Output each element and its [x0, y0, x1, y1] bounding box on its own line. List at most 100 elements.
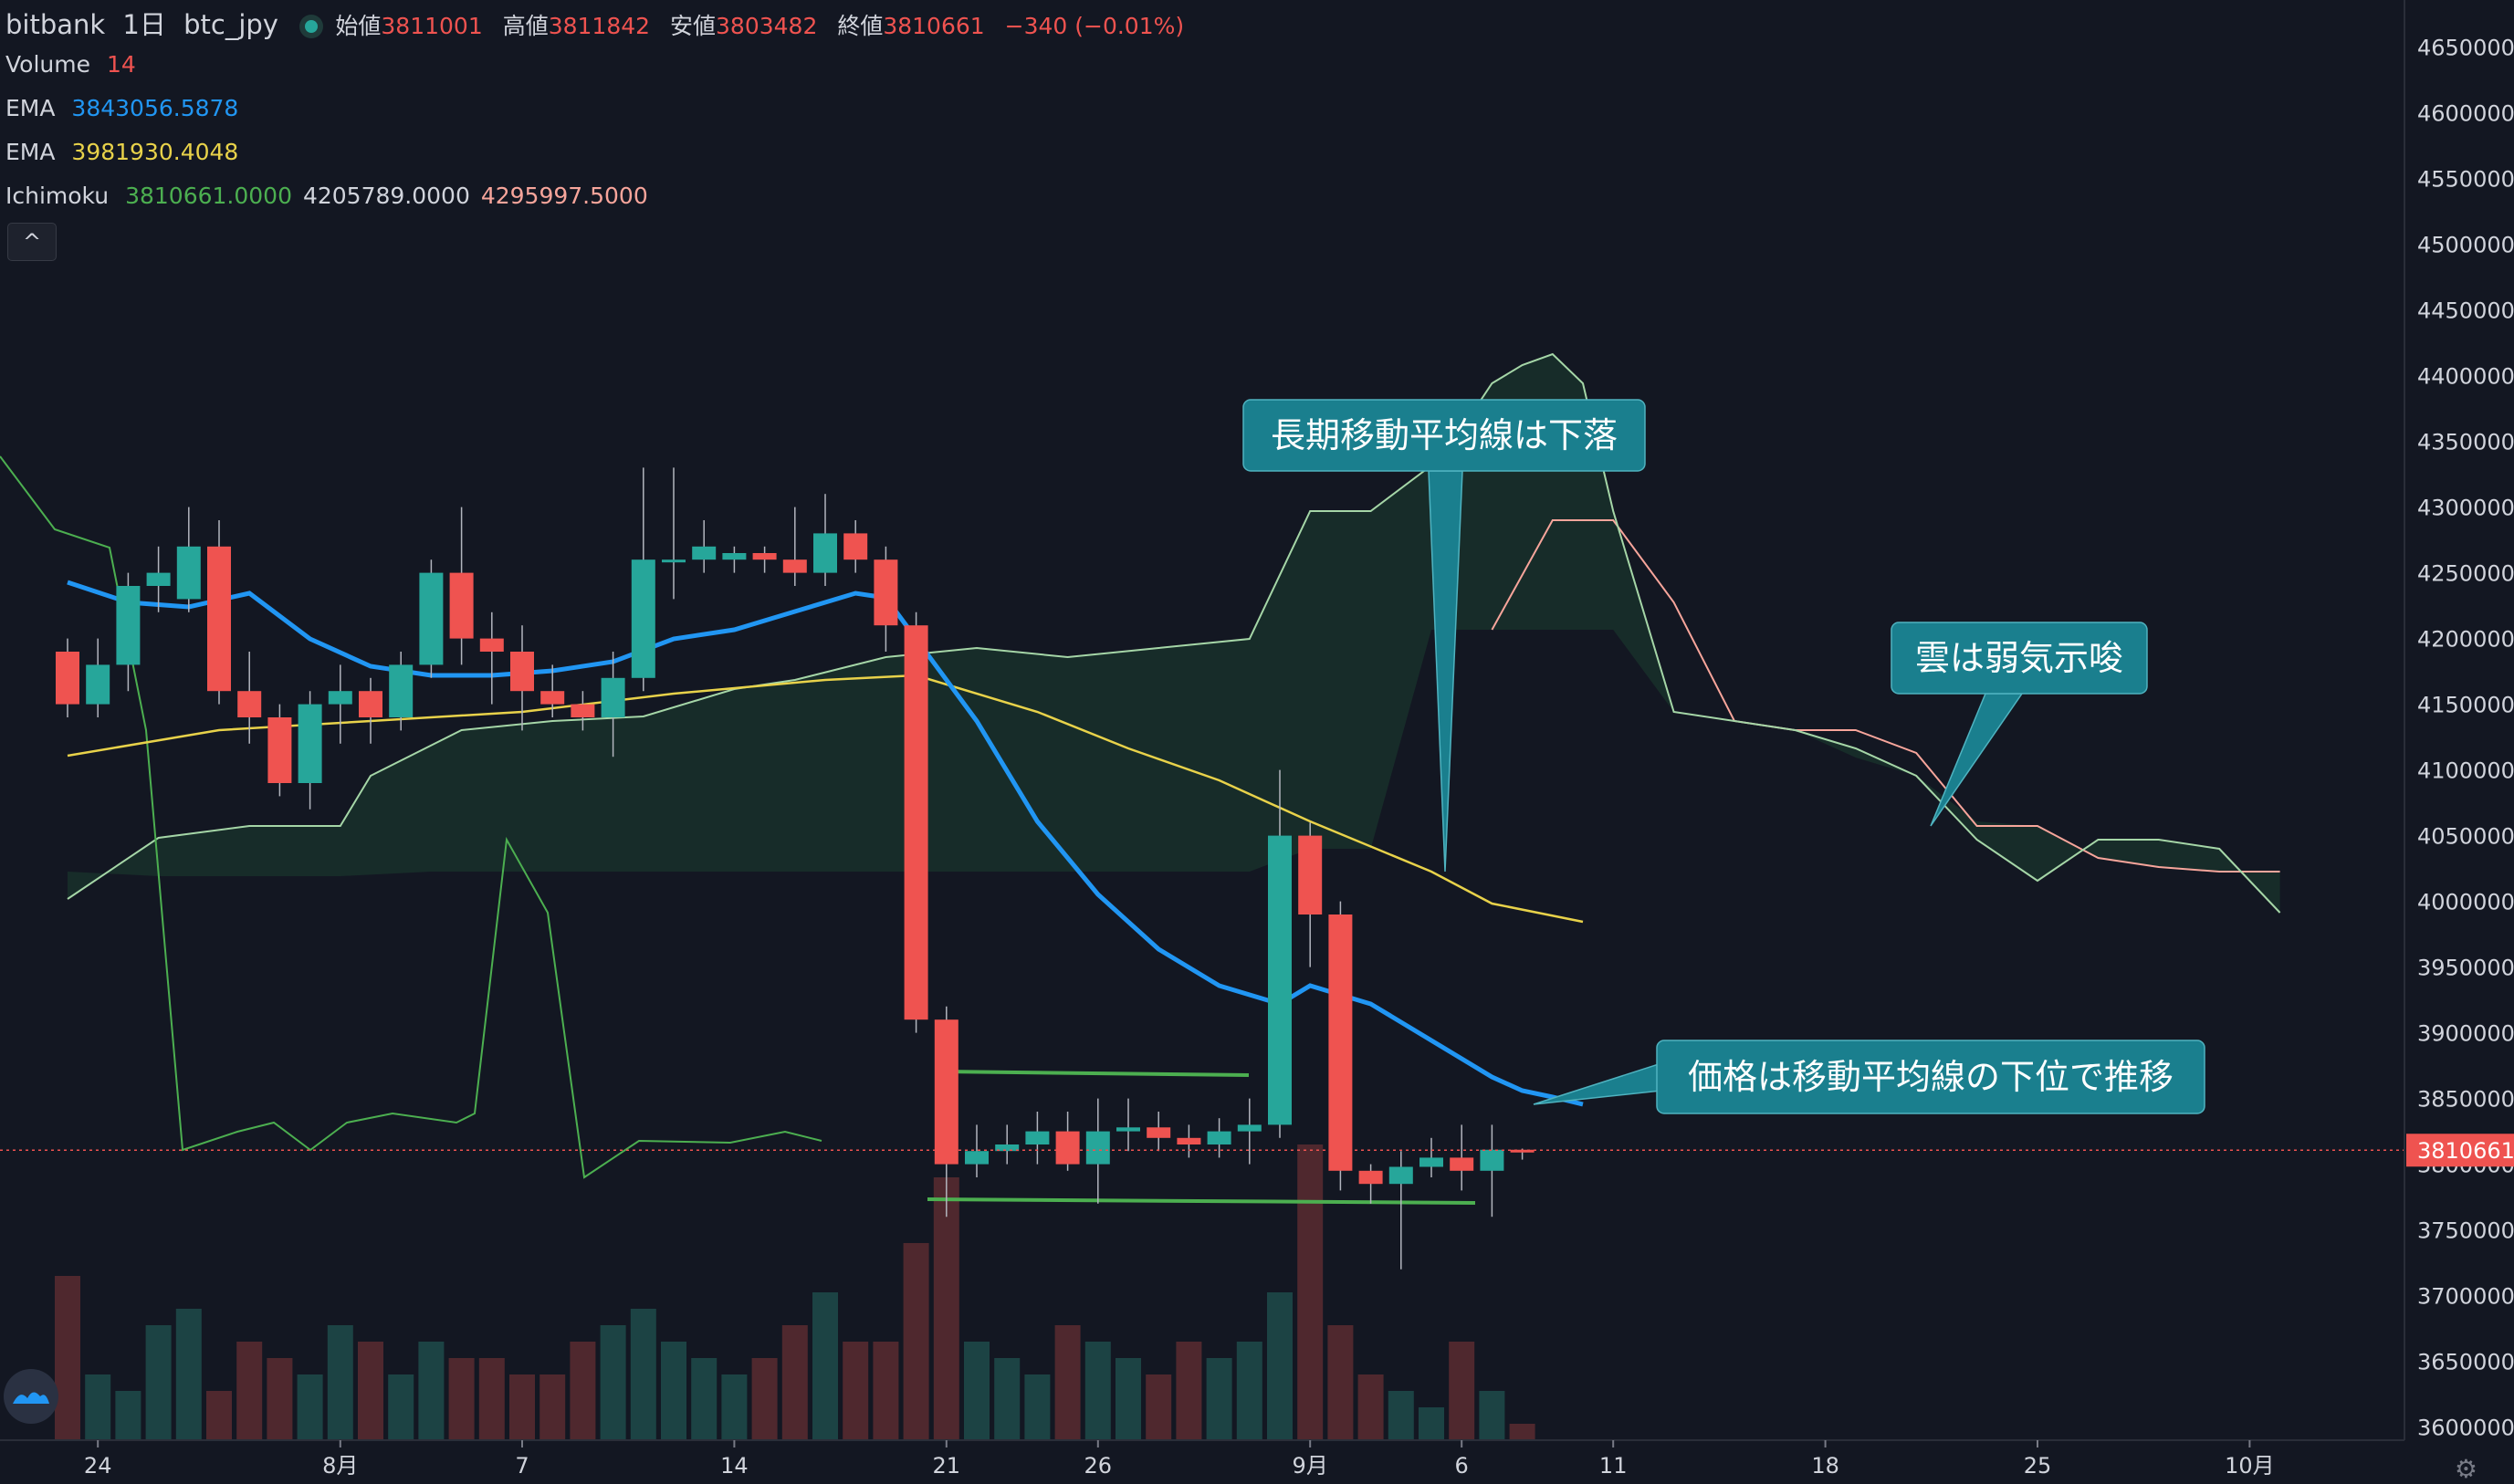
symbol-label[interactable]: btc_jpy: [183, 9, 278, 40]
candle-body: [237, 691, 262, 717]
volume-bar: [661, 1342, 686, 1440]
volume-bar: [85, 1374, 111, 1440]
open-value: 3811001: [381, 13, 483, 39]
price-tick-label: 3850000: [2417, 1087, 2514, 1113]
callout-box: [1891, 622, 2148, 695]
candle-body: [843, 533, 868, 560]
interval-label[interactable]: 1日: [122, 9, 166, 40]
price-tick-label: 4450000: [2417, 298, 2514, 324]
callout-box: [1242, 399, 1646, 472]
volume-bar: [1084, 1342, 1111, 1440]
candle-body: [1055, 1131, 1080, 1165]
candle-body: [571, 704, 595, 717]
ema-long-label: EMA: [5, 139, 56, 165]
exchange-name[interactable]: bitbank: [5, 9, 106, 40]
volume-bar: [721, 1374, 748, 1440]
candle-body: [207, 546, 231, 692]
ema-short-legend[interactable]: EMA 3843056.5878: [5, 95, 247, 121]
price-tick-label: 4600000: [2417, 101, 2514, 127]
volume-bar: [933, 1177, 959, 1440]
low-value: 3803482: [716, 13, 818, 39]
volume-bar: [1388, 1391, 1414, 1440]
volume-bar: [1206, 1358, 1232, 1440]
candle-body: [56, 652, 79, 705]
candle-body: [631, 559, 655, 678]
time-tick-label: 21: [933, 1453, 961, 1479]
bitbank-logo-icon[interactable]: [4, 1369, 58, 1424]
callout-box: [1656, 1040, 2205, 1114]
candle-body: [1480, 1149, 1504, 1171]
volume-legend[interactable]: Volume 14: [5, 51, 145, 78]
candle-body: [298, 704, 322, 783]
volume-bar: [358, 1342, 383, 1440]
price-tick-label: 4650000: [2417, 36, 2514, 61]
candle-body: [419, 572, 444, 665]
volume-bar: [478, 1358, 505, 1440]
candle-body: [1116, 1127, 1140, 1132]
collapse-legend-button[interactable]: ^: [7, 223, 57, 261]
time-tick-label: 8月: [322, 1453, 358, 1479]
volume-bar: [509, 1374, 535, 1440]
candle-body: [1510, 1149, 1535, 1153]
ichimoku-label: Ichimoku: [5, 183, 110, 209]
candle-body: [934, 1019, 958, 1165]
volume-bar: [1479, 1391, 1505, 1440]
volume-bar: [267, 1358, 293, 1440]
time-tick-label: 24: [84, 1453, 112, 1479]
time-tick-label: 26: [1084, 1453, 1113, 1479]
candle-body: [1177, 1137, 1201, 1144]
volume-bar: [236, 1342, 263, 1440]
volume-bar: [994, 1358, 1021, 1440]
volume-bar: [1327, 1325, 1354, 1440]
volume-bar: [1449, 1342, 1475, 1440]
ichimoku-value-1: 3810661.0000: [125, 183, 292, 209]
price-tick-label: 4100000: [2417, 758, 2514, 784]
senkou-span-b: [1491, 519, 2280, 873]
candle-body: [176, 546, 201, 600]
volume-bar: [873, 1342, 899, 1440]
volume-bar: [1297, 1144, 1324, 1440]
candle-body: [540, 691, 565, 705]
volume-bar: [115, 1391, 141, 1440]
volume-label: Volume: [5, 51, 90, 78]
candle-body: [662, 559, 686, 563]
time-tick-label: 10月: [2225, 1453, 2275, 1479]
time-tick-label: 25: [2024, 1453, 2052, 1479]
price-tick-label: 4000000: [2417, 890, 2514, 915]
callout-long-ma: 長期移動平均線は下落: [1242, 399, 1646, 873]
time-tick-label: 6: [1455, 1453, 1469, 1479]
price-tick-label: 4150000: [2417, 693, 2514, 718]
market-status-icon: [305, 20, 319, 33]
candle-body: [601, 677, 625, 717]
ema-long-legend[interactable]: EMA 3981930.4048: [5, 139, 247, 165]
time-tick-label: 18: [1811, 1453, 1839, 1479]
candle-body: [722, 553, 747, 560]
volume-bar: [206, 1391, 232, 1440]
time-tick-label: 14: [720, 1453, 749, 1479]
volume-bar: [630, 1309, 656, 1440]
volume-bar: [448, 1358, 475, 1440]
candle-body: [692, 546, 717, 560]
ema-short-label: EMA: [5, 95, 56, 121]
callout-text: 価格は移動平均線の下位で推移: [1688, 1057, 2174, 1097]
gear-icon[interactable]: ⚙: [2454, 1454, 2477, 1484]
volume-bar: [691, 1358, 718, 1440]
volume-bar: [1357, 1374, 1384, 1440]
ichimoku-value-3: 4295997.5000: [480, 183, 648, 209]
price-tick-label: 4500000: [2417, 233, 2514, 258]
candle-body: [1085, 1131, 1110, 1165]
volume-bar: [1176, 1342, 1202, 1440]
callout-text: 長期移動平均線は下落: [1271, 415, 1618, 455]
price-tick-label: 4350000: [2417, 430, 2514, 455]
candle-body: [965, 1151, 989, 1165]
range-top-line: [939, 1070, 1250, 1077]
time-axis: 24 8月 7 14 21 26 9月 6 11 18 25 10月: [0, 1439, 2404, 1479]
ema-long-line: [67, 674, 1584, 924]
ichimoku-legend[interactable]: Ichimoku 3810661.0000 4205789.0000 42959…: [5, 183, 657, 209]
candle-body: [874, 559, 898, 626]
candle-body: [359, 691, 382, 717]
volume-bar: [1024, 1374, 1051, 1440]
candle-body: [1388, 1166, 1413, 1185]
callout-text: 雲は弱気示唆: [1915, 638, 2123, 678]
